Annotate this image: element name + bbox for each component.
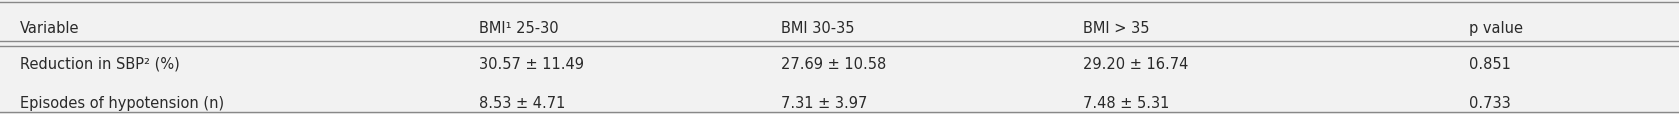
Text: 0.851: 0.851 [1469,56,1511,71]
Text: p value: p value [1469,21,1523,36]
Text: Reduction in SBP² (%): Reduction in SBP² (%) [20,56,180,71]
Text: 30.57 ± 11.49: 30.57 ± 11.49 [479,56,584,71]
Text: BMI 30-35: BMI 30-35 [781,21,855,36]
Text: BMI > 35: BMI > 35 [1083,21,1150,36]
Text: 7.48 ± 5.31: 7.48 ± 5.31 [1083,95,1169,110]
Text: Variable: Variable [20,21,79,36]
Text: 0.733: 0.733 [1469,95,1511,110]
Text: Episodes of hypotension (n): Episodes of hypotension (n) [20,95,225,110]
Text: 29.20 ± 16.74: 29.20 ± 16.74 [1083,56,1189,71]
Text: 27.69 ± 10.58: 27.69 ± 10.58 [781,56,887,71]
Text: 7.31 ± 3.97: 7.31 ± 3.97 [781,95,866,110]
Text: 8.53 ± 4.71: 8.53 ± 4.71 [479,95,564,110]
Text: BMI¹ 25-30: BMI¹ 25-30 [479,21,557,36]
